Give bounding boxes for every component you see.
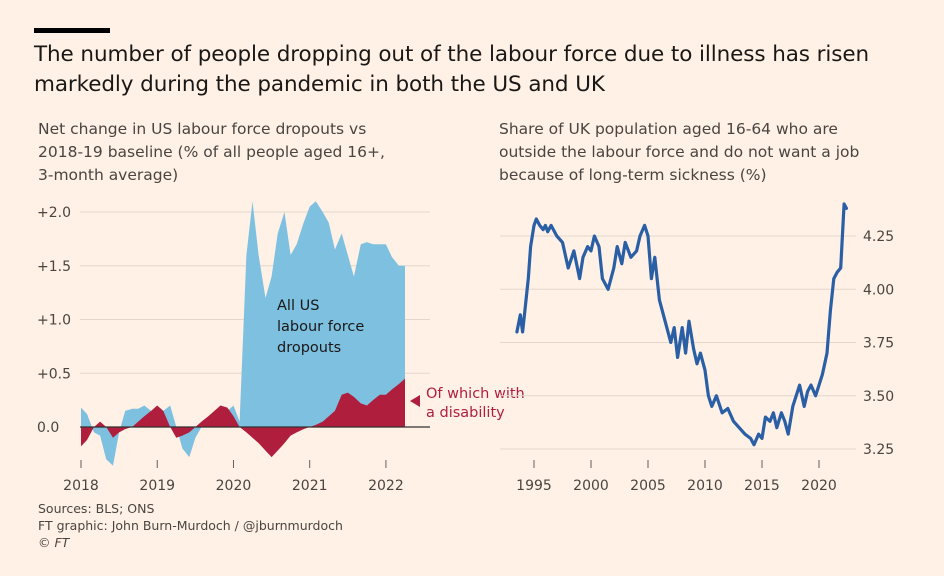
right-y-tick-label: 4.25	[863, 229, 894, 245]
left-y-tick-label: +0.5	[37, 366, 71, 382]
left-x-tick-label: 2019	[139, 478, 175, 494]
left-y-tick-label: +1.5	[37, 259, 71, 275]
right-x-tick-label: 2005	[630, 478, 666, 494]
left-y-tick-label: 0.0	[37, 420, 59, 436]
us-all-dropouts-label: labour force	[277, 319, 364, 335]
right-subtitle-line-1: Share of UK population aged 16-64 who ar…	[499, 120, 838, 138]
left-subtitle-line-2: 2018-19 baseline (% of all people aged 1…	[38, 143, 385, 161]
left-y-tick-label: +1.0	[37, 313, 71, 329]
left-x-tick-label: 2018	[63, 478, 99, 494]
left-x-tick-label: 2022	[368, 478, 404, 494]
right-y-tick-label: 4.00	[863, 282, 894, 298]
left-y-tick-label: +2.0	[37, 205, 71, 221]
us-all-dropouts-label: All US	[277, 298, 319, 314]
left-x-tick-label: 2021	[292, 478, 328, 494]
right-x-tick-label: 1995	[516, 478, 552, 494]
right-y-tick-label: 3.75	[863, 336, 894, 352]
us-disability-label: a disability	[426, 405, 505, 421]
left-subtitle-line-3: 3-month average)	[38, 166, 179, 184]
right-x-tick-label: 2000	[573, 478, 609, 494]
right-chart-subtitle: Share of UK population aged 16-64 who ar…	[499, 118, 899, 187]
right-subtitle-line-2: outside the labour force and do not want…	[499, 143, 860, 161]
right-y-tick-label: 3.50	[863, 389, 894, 405]
right-x-tick-label: 2020	[801, 478, 837, 494]
right-subtitle-line-3: because of long-term sickness (%)	[499, 166, 767, 184]
us-disability-area	[81, 378, 405, 458]
right-x-tick-label: 2015	[744, 478, 780, 494]
left-chart-subtitle: Net change in US labour force dropouts v…	[38, 118, 428, 187]
footer: Sources: BLS; ONS FT graphic: John Burn-…	[38, 500, 343, 551]
right-x-tick-label: 2010	[687, 478, 723, 494]
left-x-tick-label: 2020	[216, 478, 252, 494]
us-all-dropouts-area	[81, 201, 405, 466]
us-disability-label: Of which with	[426, 386, 525, 402]
right-y-tick-label: 3.25	[863, 442, 894, 458]
footer-graphic-credit: FT graphic: John Burn-Murdoch / @jburnmu…	[38, 518, 343, 533]
us-all-dropouts-label: dropouts	[277, 340, 341, 356]
uk-sickness-line	[515, 202, 848, 447]
ft-top-bar	[34, 28, 110, 33]
left-subtitle-line-1: Net change in US labour force dropouts v…	[38, 120, 367, 138]
chart-title: The number of people dropping out of the…	[34, 42, 869, 97]
disability-pointer-arrow	[410, 395, 420, 407]
footer-copyright: © FT	[38, 535, 70, 550]
footer-sources: Sources: BLS; ONS	[38, 501, 155, 516]
